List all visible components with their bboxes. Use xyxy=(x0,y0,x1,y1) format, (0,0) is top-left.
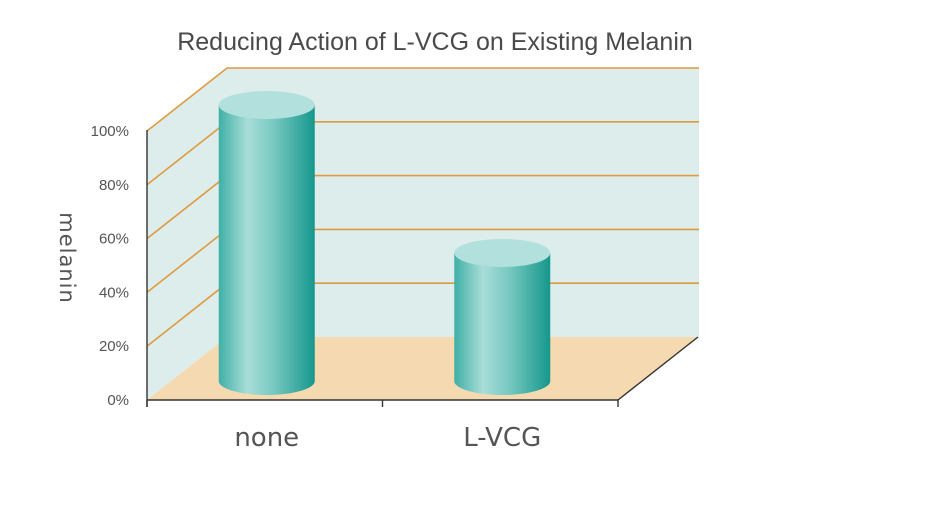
y-tick-label: 60% xyxy=(99,231,129,248)
bar-top xyxy=(218,91,315,119)
x-tick-label: L-VCG xyxy=(463,423,541,453)
y-axis-label: melanin xyxy=(55,212,79,304)
x-tick-label: none xyxy=(234,423,299,453)
y-tick-label: 100% xyxy=(91,123,129,140)
axes xyxy=(146,130,619,407)
bar-body xyxy=(218,105,315,395)
gridline xyxy=(146,67,699,132)
side-wall xyxy=(147,68,227,400)
bar-body xyxy=(454,252,551,395)
y-tick-label: 40% xyxy=(99,284,129,301)
bars xyxy=(218,91,551,395)
floor-edge xyxy=(617,336,699,401)
chart-title: Reducing Action of L-VCG on Existing Mel… xyxy=(177,28,693,56)
x-tick-labels: none L-VCG xyxy=(234,423,541,453)
y-tick-labels: 0% 20% 40% 60% 80% 100% xyxy=(91,123,129,409)
bar-none xyxy=(218,91,315,395)
y-tick-label: 80% xyxy=(99,177,129,194)
bar-l-vcg xyxy=(454,238,551,395)
bar-top xyxy=(454,238,551,267)
y-tick-label: 20% xyxy=(99,338,129,355)
back-wall xyxy=(227,68,699,337)
y-tick-label: 0% xyxy=(107,392,129,409)
